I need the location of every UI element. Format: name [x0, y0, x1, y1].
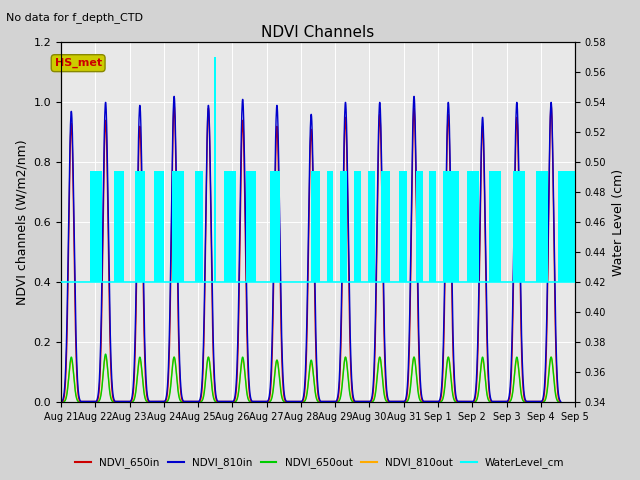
Title: NDVI Channels: NDVI Channels	[261, 24, 374, 39]
Text: HS_met: HS_met	[54, 58, 102, 68]
Y-axis label: Water Level (cm): Water Level (cm)	[612, 168, 625, 276]
Y-axis label: NDVI channels (W/m2/nm): NDVI channels (W/m2/nm)	[15, 139, 28, 305]
Legend: NDVI_650in, NDVI_810in, NDVI_650out, NDVI_810out, WaterLevel_cm: NDVI_650in, NDVI_810in, NDVI_650out, NDV…	[71, 453, 569, 472]
Text: No data for f_depth_CTD: No data for f_depth_CTD	[6, 12, 143, 23]
